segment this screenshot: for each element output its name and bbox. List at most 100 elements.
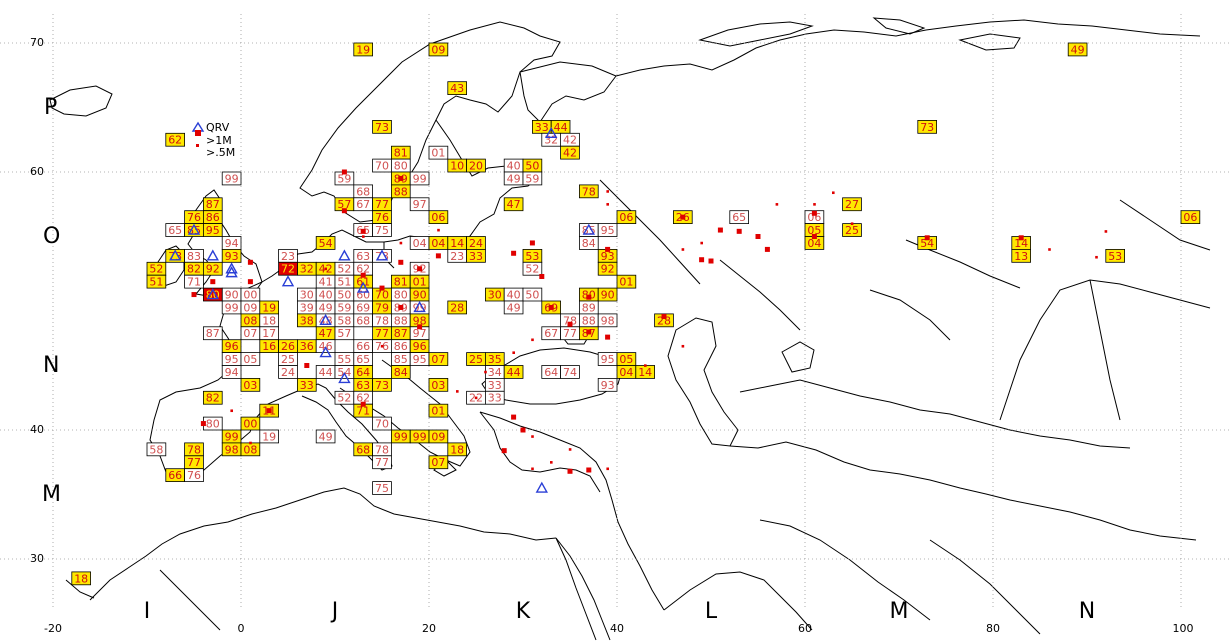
grid-lines (0, 14, 1230, 610)
grid-square-box (428, 377, 449, 392)
grid-square-label: 96 (225, 340, 239, 353)
grid-square-label: 92 (601, 263, 615, 276)
grid-square-label: 76 (375, 211, 389, 224)
small-station-marker (1104, 230, 1108, 233)
worked-square: 78 (184, 442, 204, 456)
grid-square-label: 26 (281, 340, 295, 353)
field-label: I (144, 599, 151, 624)
grid-square-box (654, 313, 674, 328)
grid-square-label: 73 (375, 379, 389, 392)
small-station-marker (606, 203, 609, 206)
grid-square-box (466, 248, 486, 263)
grid-square-label: 87 (394, 327, 408, 340)
grid-square-box (560, 365, 580, 379)
unworked-square: 60 (353, 287, 373, 302)
big-station-marker (398, 259, 404, 265)
small-station-marker (230, 409, 233, 413)
small-station-marker (775, 203, 779, 206)
unworked-square: 62 (353, 261, 373, 276)
worked-square: 66 (165, 468, 186, 482)
unworked-square: 78 (372, 313, 392, 327)
grid-square-label: 24 (469, 237, 483, 250)
x-tick: 20 (422, 622, 436, 635)
worked-square: 32 (296, 261, 317, 276)
unworked-square: 99 (221, 171, 242, 186)
unworked-square: 77 (560, 326, 580, 340)
grid-square-box (315, 236, 336, 250)
worked-square: 25 (842, 223, 862, 237)
unworked-square: 30 (296, 287, 317, 302)
grid-square-label: 68 (356, 314, 370, 327)
unworked-square: 33 (484, 377, 505, 392)
grid-square-label: 09 (243, 301, 257, 314)
worked-square: 92 (597, 261, 618, 276)
worked-square: 77 (372, 326, 392, 340)
grid-square-label: 51 (337, 276, 351, 289)
unworked-square: 70 (372, 158, 392, 173)
grid-square-box (616, 210, 637, 224)
worked-square: 13 (1011, 248, 1031, 263)
grid-square-label: 77 (187, 456, 201, 469)
grid-square-box (146, 274, 167, 289)
worked-square: 06 (1180, 210, 1201, 224)
worked-square: 99 (390, 429, 411, 443)
grid-square-label: 23 (450, 250, 464, 263)
unworked-square: 70 (372, 416, 392, 431)
qrv-triangle-icon (225, 266, 238, 278)
small-station-marker (380, 344, 384, 348)
grid-square-label: 06 (619, 211, 633, 224)
unworked-square: 52 (522, 261, 543, 276)
grid-square-box (729, 210, 749, 224)
worked-square: 76 (372, 210, 392, 224)
grid-square-label: 99 (225, 430, 239, 443)
unworked-square: 52 (334, 261, 355, 276)
grid-square-label: 78 (563, 314, 577, 327)
grid-square-box (372, 455, 392, 470)
grid-square-label: 59 (337, 301, 351, 314)
grid-square-label: 60 (356, 289, 370, 302)
worked-square: 01 (428, 403, 449, 418)
grid-square-label: 73 (375, 121, 389, 134)
grid-square-label: 03 (243, 379, 257, 392)
worked-square: 44 (550, 120, 571, 134)
grid-square-label: 80 (394, 289, 408, 302)
grid-square-label: 41 (319, 276, 333, 289)
worked-square: 73 (372, 377, 392, 392)
grid-square-label: 44 (554, 121, 568, 134)
unworked-square: 58 (146, 442, 167, 456)
grid-square-box (428, 429, 449, 444)
grid-square-label: 01 (431, 405, 445, 418)
grid-square-box (597, 287, 618, 302)
unworked-square: 01 (428, 145, 449, 160)
unworked-square: 40 (315, 287, 336, 302)
grid-square-box (447, 81, 467, 95)
grid-square-label: 85 (394, 353, 408, 366)
grid-square-label: 77 (563, 327, 577, 340)
grid-square-label: 08 (243, 314, 257, 327)
grid-square-label: 19 (356, 43, 370, 56)
grid-square-label: 99 (413, 172, 427, 185)
grid-square-label: 33 (535, 121, 549, 134)
worked-square: 54 (917, 236, 937, 250)
big-station-marker (567, 468, 573, 474)
big-station-marker (520, 427, 526, 433)
field-label: P (44, 95, 57, 120)
y-tick: 30 (30, 552, 44, 565)
grid-square-box (221, 171, 242, 186)
grid-square-label: 01 (431, 147, 445, 160)
small-station-marker (813, 203, 816, 206)
grid-square-label: 39 (300, 301, 314, 314)
grid-square-label: 96 (413, 340, 427, 353)
worked-square: 77 (372, 197, 392, 211)
field-labels-bottom: I J K L M N (144, 599, 1095, 624)
grid-square-label: 65 (356, 353, 370, 366)
grid-square-label: 95 (601, 224, 615, 237)
qrv-triangle-icon (582, 223, 595, 235)
worked-square: 14 (1011, 236, 1031, 250)
grid-square-box (240, 416, 261, 431)
unworked-square: 84 (579, 236, 599, 250)
worked-square: 87 (202, 197, 223, 211)
big-station-marker (210, 279, 216, 285)
big-station-marker (191, 292, 197, 298)
